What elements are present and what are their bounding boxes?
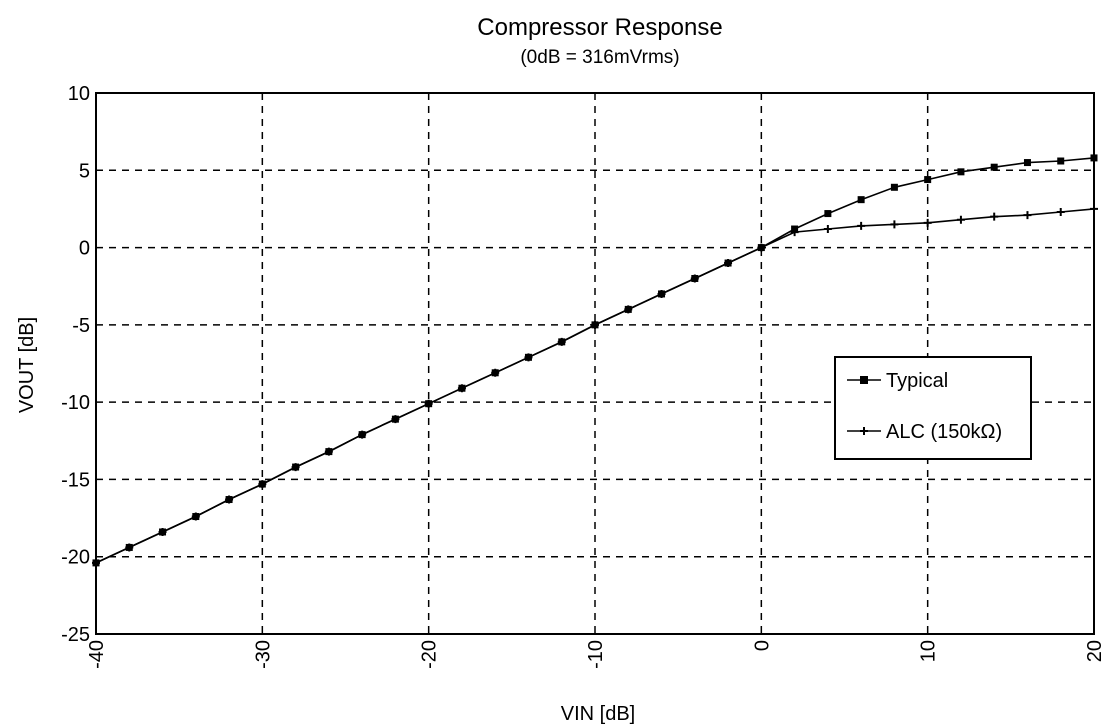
- legend-label-alc: ALC (150kΩ): [886, 421, 1002, 443]
- data-point-plus: [1056, 208, 1065, 217]
- data-point-plus: [1023, 211, 1032, 220]
- chart-title: Compressor Response: [477, 14, 722, 41]
- y-tick-label: -25: [61, 624, 90, 646]
- legend-box: [834, 356, 1032, 460]
- data-point-square: [1057, 157, 1065, 165]
- data-point-square: [957, 168, 965, 176]
- data-point-square: [824, 210, 832, 218]
- x-tick-label: 20: [1084, 640, 1106, 662]
- data-point-square: [890, 183, 898, 191]
- data-point-square: [924, 176, 932, 184]
- x-tick-label: -20: [419, 640, 441, 669]
- data-point-plus: [591, 320, 599, 329]
- data-point-plus: [823, 225, 832, 234]
- series-alc: [92, 204, 1098, 567]
- legend: Typical ALC (150kΩ): [834, 356, 1032, 460]
- data-point-plus: [291, 463, 300, 472]
- data-point-plus: [724, 259, 733, 268]
- legend-label-typical: Typical: [886, 370, 948, 392]
- chart-subtitle: (0dB = 316mVrms): [520, 47, 679, 68]
- data-point-plus: [657, 289, 666, 298]
- y-tick-labels: 10 5 0 -5 -10 -15 -20 -25: [61, 83, 90, 646]
- data-point-plus: [125, 543, 134, 552]
- data-point-square: [1090, 154, 1098, 162]
- x-tick-label: -40: [86, 640, 108, 669]
- data-point-plus: [424, 399, 433, 408]
- x-tick-label: -30: [252, 640, 274, 669]
- data-point-plus: [258, 480, 267, 489]
- data-point-plus: [457, 384, 466, 393]
- y-tick-label: 0: [79, 238, 90, 260]
- data-point-plus: [757, 243, 766, 252]
- data-point-square: [857, 196, 865, 204]
- y-axis-label: VOUT [dB]: [16, 317, 38, 413]
- legend-marker-alc: [860, 427, 868, 435]
- data-point-plus: [225, 495, 234, 504]
- data-point-plus: [690, 274, 699, 283]
- y-tick-label: 10: [68, 83, 90, 105]
- y-tick-label: -20: [61, 547, 90, 569]
- data-point-plus: [1090, 204, 1098, 213]
- data-point-plus: [790, 228, 799, 237]
- data-point-plus: [191, 512, 200, 521]
- data-series: [92, 154, 1098, 567]
- data-point-plus: [158, 527, 167, 536]
- data-point-plus: [923, 218, 932, 227]
- data-point-plus: [391, 415, 400, 424]
- y-tick-label: 5: [79, 160, 90, 182]
- x-tick-label: 10: [918, 640, 940, 662]
- legend-marker-typical: [860, 376, 868, 384]
- data-point-plus: [491, 368, 500, 377]
- data-point-square: [1023, 159, 1031, 167]
- data-point-plus: [956, 215, 965, 224]
- y-tick-label: -15: [61, 469, 90, 491]
- plot-frame: [95, 92, 1095, 635]
- data-point-plus: [624, 305, 633, 314]
- data-point-plus: [92, 558, 100, 567]
- data-point-plus: [990, 212, 999, 221]
- x-axis-label: VIN [dB]: [561, 703, 635, 725]
- x-tick-label: -10: [585, 640, 607, 669]
- y-tick-label: -5: [72, 315, 90, 337]
- y-tick-label: -10: [61, 392, 90, 414]
- data-point-plus: [557, 337, 566, 346]
- x-tick-label: 0: [751, 640, 773, 651]
- data-point-plus: [524, 353, 533, 362]
- x-tick-labels: -40 -30 -20 -10 0 10 20: [86, 640, 1106, 669]
- data-point-plus: [857, 221, 866, 230]
- data-point-square: [990, 163, 998, 171]
- data-point-plus: [890, 220, 899, 229]
- data-point-plus: [358, 430, 367, 439]
- data-point-plus: [324, 447, 333, 456]
